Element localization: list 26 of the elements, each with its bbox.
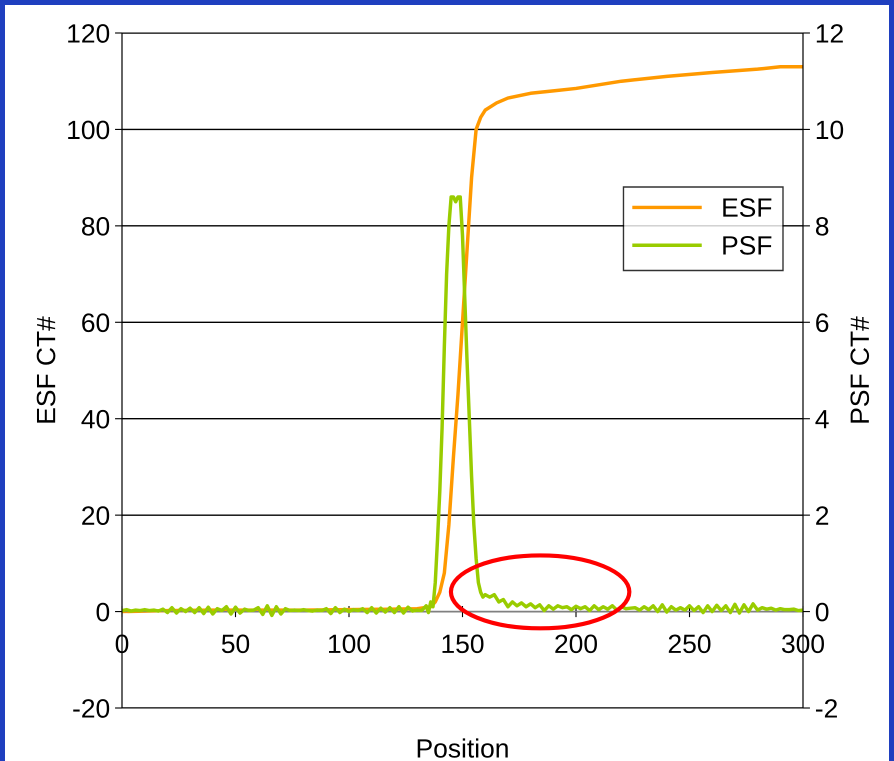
y-tick-label: 80	[82, 216, 110, 236]
legend-label: PSF	[723, 236, 772, 255]
y2-axis-title: PSF CT#	[850, 316, 870, 423]
x-tick-label: 200	[555, 634, 597, 654]
y-tick-label: 60	[82, 313, 110, 332]
y2-tick-label: 10	[816, 120, 844, 140]
x-tick-label: 150	[442, 634, 484, 654]
y2-tick-label: 8	[816, 216, 828, 236]
y2-tick-label: 12	[816, 24, 843, 43]
x-tick-label: 250	[668, 634, 710, 654]
y2-tick-label: 2	[816, 506, 828, 525]
y-tick-label: -20	[73, 699, 110, 718]
y2-tick-label: 6	[816, 313, 828, 332]
y2-tick-label: -2	[816, 699, 837, 718]
x-tick-label: 100	[329, 634, 370, 654]
y2-tick-label: 0	[816, 602, 828, 622]
y-axis-title: ESF CT#	[36, 316, 56, 423]
x-tick-label: 50	[222, 634, 250, 654]
x-axis-title: Position	[418, 738, 508, 758]
legend-label: ESF	[723, 198, 772, 217]
y-tick-label: 40	[81, 410, 110, 429]
y2-tick-label: 4	[815, 410, 829, 428]
y-tick-label: 0	[96, 602, 110, 622]
y-tick-label: 100	[68, 120, 110, 140]
y-tick-label: 20	[82, 506, 110, 525]
y-tick-label: 120	[68, 24, 110, 43]
